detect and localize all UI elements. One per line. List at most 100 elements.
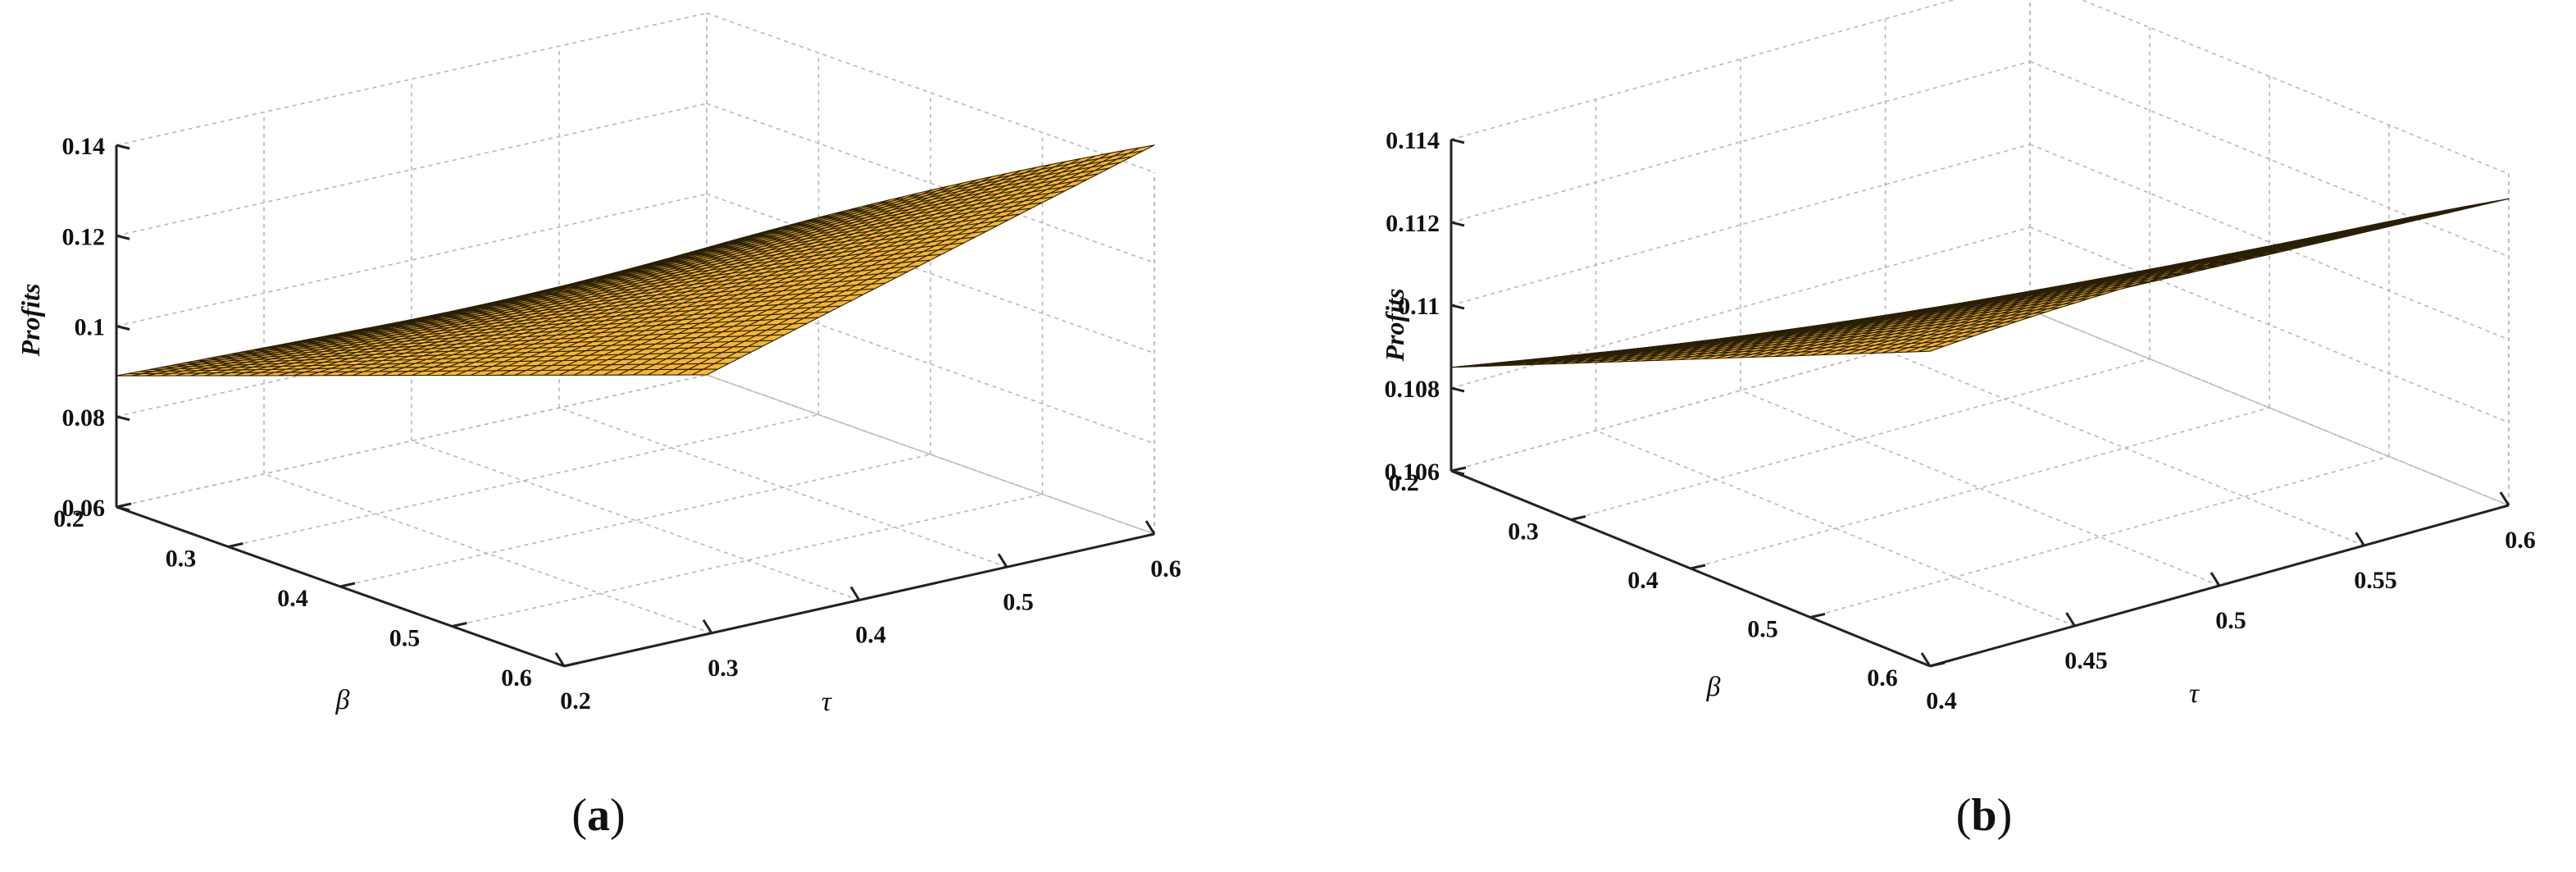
y-tick-label: 0.3 xyxy=(166,546,197,573)
y-tick-mark xyxy=(452,622,467,628)
x-tick-label: 0.2 xyxy=(560,687,591,714)
grid-line xyxy=(1690,407,2270,569)
y-tick-label: 0.2 xyxy=(1388,469,1419,496)
surface xyxy=(116,144,1155,377)
x-tick-label: 0.6 xyxy=(1150,555,1181,582)
z-tick-label: 0.106 xyxy=(1385,459,1440,486)
y-tick-mark xyxy=(1929,661,1946,668)
grid-line xyxy=(706,283,1155,445)
z-tick-mark xyxy=(1450,221,1465,227)
z-tick-label: 0.06 xyxy=(62,495,106,522)
x-tick-label: 0.5 xyxy=(1003,588,1034,615)
z-axis-label: Profits xyxy=(1380,289,1409,363)
grid-line xyxy=(1450,0,1956,140)
x-tick-label: 0.55 xyxy=(2354,567,2397,594)
tick-labels: 0.2 0.3 0.4 0.5 0.6 0.2 0.3 0.4 0.5 0.6 0.06 0.08 0.… xyxy=(53,133,1181,714)
grid-line xyxy=(706,12,1155,173)
x-tick-label: 0.3 xyxy=(708,655,739,682)
panel-caption: (a) xyxy=(571,790,625,841)
z-tick-mark xyxy=(1450,304,1465,310)
y-tick-label: 0.5 xyxy=(389,625,421,652)
grid-line xyxy=(706,374,1155,535)
z-tick-label: 0.14 xyxy=(62,133,106,160)
grid-line xyxy=(706,374,1155,535)
x-tick-mark xyxy=(997,553,1008,568)
chart-panel-a: 0.2 0.3 0.4 0.5 0.6 0.2 0.3 0.4 0.5 0.6 0.06 0.08 0.… xyxy=(16,12,1181,841)
y-axis-label: β xyxy=(1706,672,1721,702)
surface-patch xyxy=(552,285,580,294)
x-tick-mark xyxy=(702,619,713,634)
grid-line xyxy=(116,193,708,327)
z-tick-label: 0.112 xyxy=(1386,210,1440,237)
surface-patch xyxy=(1917,345,1946,353)
z-tick-mark xyxy=(116,234,130,240)
z-tick-mark xyxy=(116,325,130,331)
x-tick-label: 0.4 xyxy=(855,622,886,649)
caption-letter: b xyxy=(1971,790,1996,841)
axes xyxy=(1450,138,2510,668)
y-tick-mark xyxy=(339,582,356,588)
surface xyxy=(1450,198,2510,368)
x-tick-label: 0.4 xyxy=(1926,687,1957,714)
x-axis-label: τ xyxy=(821,687,833,717)
x-axis-label: τ xyxy=(2189,678,2201,709)
x-tick-mark xyxy=(554,652,566,667)
tick-labels: 0.4 0.45 0.5 0.55 0.6 0.2 0.3 0.4 0.5 0.6 0.106 0.1… xyxy=(1385,127,2536,714)
x-tick-mark xyxy=(2355,532,2365,546)
z-tick-label: 0.114 xyxy=(1386,127,1440,154)
x-tick-mark xyxy=(2210,572,2221,587)
grid-line xyxy=(339,454,931,587)
x-tick-mark xyxy=(1920,652,1932,667)
y-tick-label: 0.5 xyxy=(1747,616,1778,643)
y-tick-label: 0.4 xyxy=(1627,567,1659,594)
y-tick-mark xyxy=(1809,613,1826,619)
x-tick-mark xyxy=(2065,612,2076,627)
grid-line xyxy=(1450,61,2031,223)
y-axis-label: β xyxy=(335,685,350,715)
y-tick-label: 0.2 xyxy=(53,505,84,532)
grid-line xyxy=(706,103,1155,264)
caption-letter: a xyxy=(587,790,610,841)
z-tick-label: 0.11 xyxy=(1398,293,1440,320)
z-tick-mark xyxy=(116,505,130,512)
x-tick-mark xyxy=(1145,520,1156,535)
x-tick-label: 0.5 xyxy=(2215,607,2246,634)
panel-caption: (b) xyxy=(1956,790,2012,841)
z-tick-mark xyxy=(116,415,130,422)
z-tick-label: 0.12 xyxy=(62,223,106,250)
grid-line xyxy=(1570,358,2150,521)
x-tick-label: 0.6 xyxy=(2505,527,2536,554)
axes xyxy=(115,144,1156,668)
y-tick-mark xyxy=(563,661,580,668)
grid-line xyxy=(411,440,860,601)
grid-line xyxy=(706,193,1155,354)
y-tick-label: 0.3 xyxy=(1508,518,1539,546)
y-tick-mark xyxy=(1690,564,1706,570)
chart-panel-b: 0.4 0.45 0.5 0.55 0.6 0.2 0.3 0.4 0.5 0.6 0.106 0.1… xyxy=(1380,0,2536,841)
y-tick-label: 0.6 xyxy=(1867,664,1898,692)
grid-line xyxy=(452,493,1043,628)
grid-line xyxy=(228,413,819,548)
grid-line xyxy=(116,12,708,146)
z-tick-mark xyxy=(1450,138,1465,144)
grid-line xyxy=(116,103,708,237)
grid-line xyxy=(1809,455,2390,619)
z-tick-label: 0.08 xyxy=(62,404,106,431)
grid-line xyxy=(1450,144,2031,306)
grid-line xyxy=(1885,349,2364,546)
y-tick-mark xyxy=(228,542,243,548)
x-tick-mark xyxy=(849,586,861,601)
x-tick-mark xyxy=(2499,491,2510,506)
grid-line xyxy=(1740,390,2220,587)
z-tick-mark xyxy=(1450,386,1465,393)
y-tick-label: 0.6 xyxy=(501,664,532,692)
y-tick-mark xyxy=(1570,515,1586,521)
z-tick-mark xyxy=(1450,469,1465,476)
z-tick-label: 0.108 xyxy=(1385,376,1440,403)
grid-line xyxy=(263,473,712,634)
z-axis-label: Profits xyxy=(16,284,45,358)
grid-line xyxy=(558,407,1008,568)
y-tick-label: 0.4 xyxy=(277,585,308,612)
z-tick-label: 0.1 xyxy=(75,314,106,341)
